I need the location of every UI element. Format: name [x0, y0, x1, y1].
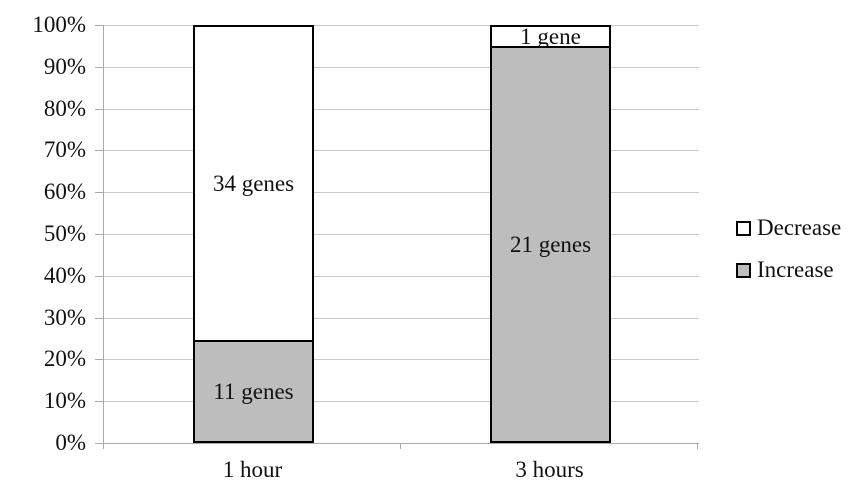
y-axis-label: 90% [43, 54, 86, 79]
gridline [104, 25, 699, 26]
gridline [104, 192, 699, 193]
gridline [104, 109, 699, 110]
y-axis-label: 100% [32, 12, 86, 37]
y-axis-tick [95, 401, 104, 402]
bar-segment-decrease: 1 gene [492, 23, 609, 49]
gridline [104, 276, 699, 277]
legend-label: Increase [757, 257, 834, 282]
segment-value-label: 34 genes [212, 170, 295, 196]
gridline [104, 234, 699, 235]
y-axis-tick [95, 359, 104, 360]
y-axis-tick [95, 192, 104, 193]
y-axis-label: 50% [43, 221, 86, 246]
plot-area: 34 genes 11 genes 1 gene 21 genes [103, 25, 699, 444]
y-axis-tick [95, 67, 104, 68]
legend-label: Decrease [757, 215, 842, 240]
y-axis-label: 30% [43, 305, 86, 330]
gridline [104, 150, 699, 151]
y-axis-tick [95, 25, 104, 26]
y-axis-tick [95, 109, 104, 110]
legend: Decrease Increase [736, 215, 841, 283]
gridline [104, 401, 699, 402]
segment-value-label: 21 genes [509, 231, 592, 257]
bar-segment-decrease: 34 genes [195, 27, 312, 340]
y-axis-tick [95, 276, 104, 277]
bar-segment-increase: 21 genes [492, 45, 609, 441]
y-axis-tick [95, 150, 104, 151]
legend-item-decrease: Decrease [736, 215, 841, 241]
decrease-swatch-icon [736, 220, 751, 236]
bar-segment-increase: 11 genes [195, 339, 312, 441]
y-axis-label: 60% [43, 179, 86, 204]
y-axis-label: 80% [43, 96, 86, 121]
x-axis-label-1-hour: 1 hour [222, 457, 283, 482]
x-axis-tick [697, 443, 698, 449]
bar-3-hours: 1 gene 21 genes [490, 25, 611, 443]
x-axis-tick [400, 443, 401, 449]
y-axis-label: 20% [43, 346, 86, 371]
legend-item-increase: Increase [736, 257, 841, 283]
segment-value-label: 11 genes [213, 378, 294, 404]
x-axis-label-3-hours: 3 hours [515, 457, 584, 482]
gridline [104, 359, 699, 360]
bar-1-hour: 34 genes 11 genes [193, 25, 314, 443]
y-axis-tick [95, 443, 104, 444]
y-axis-tick [95, 234, 104, 235]
y-axis-label: 40% [43, 263, 86, 288]
gridline [104, 67, 699, 68]
gridline [104, 318, 699, 319]
y-axis-label: 0% [55, 430, 86, 455]
x-axis-tick [103, 443, 104, 449]
increase-swatch-icon [736, 262, 751, 278]
y-axis-label: 70% [43, 137, 86, 162]
segment-value-label: 1 gene [520, 23, 581, 49]
y-axis-label: 10% [43, 388, 86, 413]
y-axis-tick [95, 318, 104, 319]
